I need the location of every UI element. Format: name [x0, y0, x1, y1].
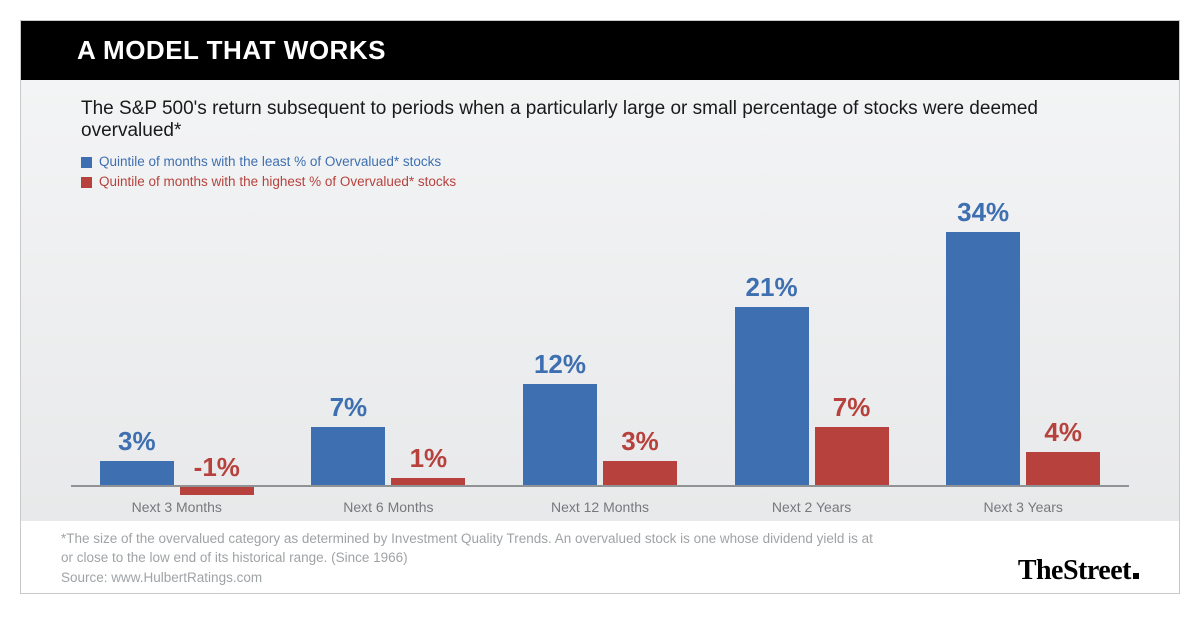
chart-frame: A MODEL THAT WORKS The S&P 500's return …	[20, 20, 1180, 594]
bar-group: 3% -1%	[100, 197, 254, 487]
x-axis-label: Next 3 Years	[943, 499, 1103, 515]
bar-wrap-b: 1%	[391, 197, 465, 487]
baseline	[71, 485, 1129, 487]
chart-area: The S&P 500's return subsequent to perio…	[21, 80, 1179, 521]
bar-wrap-a: 7%	[311, 197, 385, 487]
value-label-b: 1%	[410, 443, 448, 474]
value-label-b: -1%	[194, 452, 240, 483]
bar-groups: 3% -1% 7% 1% 12% 3% 21% 7% 34% 4%	[71, 197, 1129, 487]
brand-logo: TheStreet	[1018, 555, 1139, 587]
footnote-line1: *The size of the overvalued category as …	[61, 529, 881, 568]
legend-label-b: Quintile of months with the highest % of…	[99, 172, 456, 192]
bar-a	[523, 384, 597, 486]
bar-b	[815, 427, 889, 487]
legend-label-a: Quintile of months with the least % of O…	[99, 152, 441, 172]
value-label-a: 7%	[330, 392, 368, 423]
bar-wrap-a: 3%	[100, 197, 174, 487]
footer: *The size of the overvalued category as …	[21, 521, 1179, 602]
x-axis-label: Next 3 Months	[97, 499, 257, 515]
legend-item-b: Quintile of months with the highest % of…	[81, 172, 1139, 192]
brand-dot-icon	[1133, 573, 1139, 579]
bar-wrap-a: 12%	[523, 197, 597, 487]
value-label-a: 12%	[534, 349, 586, 380]
x-axis-labels: Next 3 Months Next 6 Months Next 12 Months…	[71, 499, 1129, 515]
bar-b	[180, 487, 254, 496]
bar-wrap-b: 3%	[603, 197, 677, 487]
x-axis-label: Next 2 Years	[732, 499, 892, 515]
value-label-a: 3%	[118, 426, 156, 457]
value-label-b: 7%	[833, 392, 871, 423]
bar-a	[100, 461, 174, 487]
bar-a	[735, 307, 809, 486]
chart-title: A MODEL THAT WORKS	[21, 21, 1179, 80]
bar-wrap-a: 34%	[946, 197, 1020, 487]
x-axis-label: Next 12 Months	[520, 499, 680, 515]
value-label-b: 3%	[621, 426, 659, 457]
footnote-line2: Source: www.HulbertRatings.com	[61, 568, 881, 588]
bar-a	[946, 232, 1020, 487]
bar-group: 34% 4%	[946, 197, 1100, 487]
x-axis-label: Next 6 Months	[308, 499, 468, 515]
bar-group: 21% 7%	[735, 197, 889, 487]
legend: Quintile of months with the least % of O…	[81, 152, 1139, 193]
footnote: *The size of the overvalued category as …	[61, 529, 881, 588]
bar-group: 12% 3%	[523, 197, 677, 487]
bar-b	[603, 461, 677, 487]
bar-group: 7% 1%	[311, 197, 465, 487]
value-label-a: 21%	[746, 272, 798, 303]
bar-b	[1026, 452, 1100, 486]
legend-item-a: Quintile of months with the least % of O…	[81, 152, 1139, 172]
chart-subtitle: The S&P 500's return subsequent to perio…	[81, 98, 1139, 142]
bar-wrap-a: 21%	[735, 197, 809, 487]
plot-region: 3% -1% 7% 1% 12% 3% 21% 7% 34% 4%	[71, 197, 1129, 487]
bar-a	[311, 427, 385, 487]
brand-text: TheStreet	[1018, 555, 1131, 586]
bar-wrap-b: -1%	[180, 197, 254, 487]
legend-swatch-b	[81, 177, 92, 188]
bar-wrap-b: 7%	[815, 197, 889, 487]
bar-wrap-b: 4%	[1026, 197, 1100, 487]
legend-swatch-a	[81, 157, 92, 168]
value-label-b: 4%	[1044, 417, 1082, 448]
value-label-a: 34%	[957, 197, 1009, 228]
